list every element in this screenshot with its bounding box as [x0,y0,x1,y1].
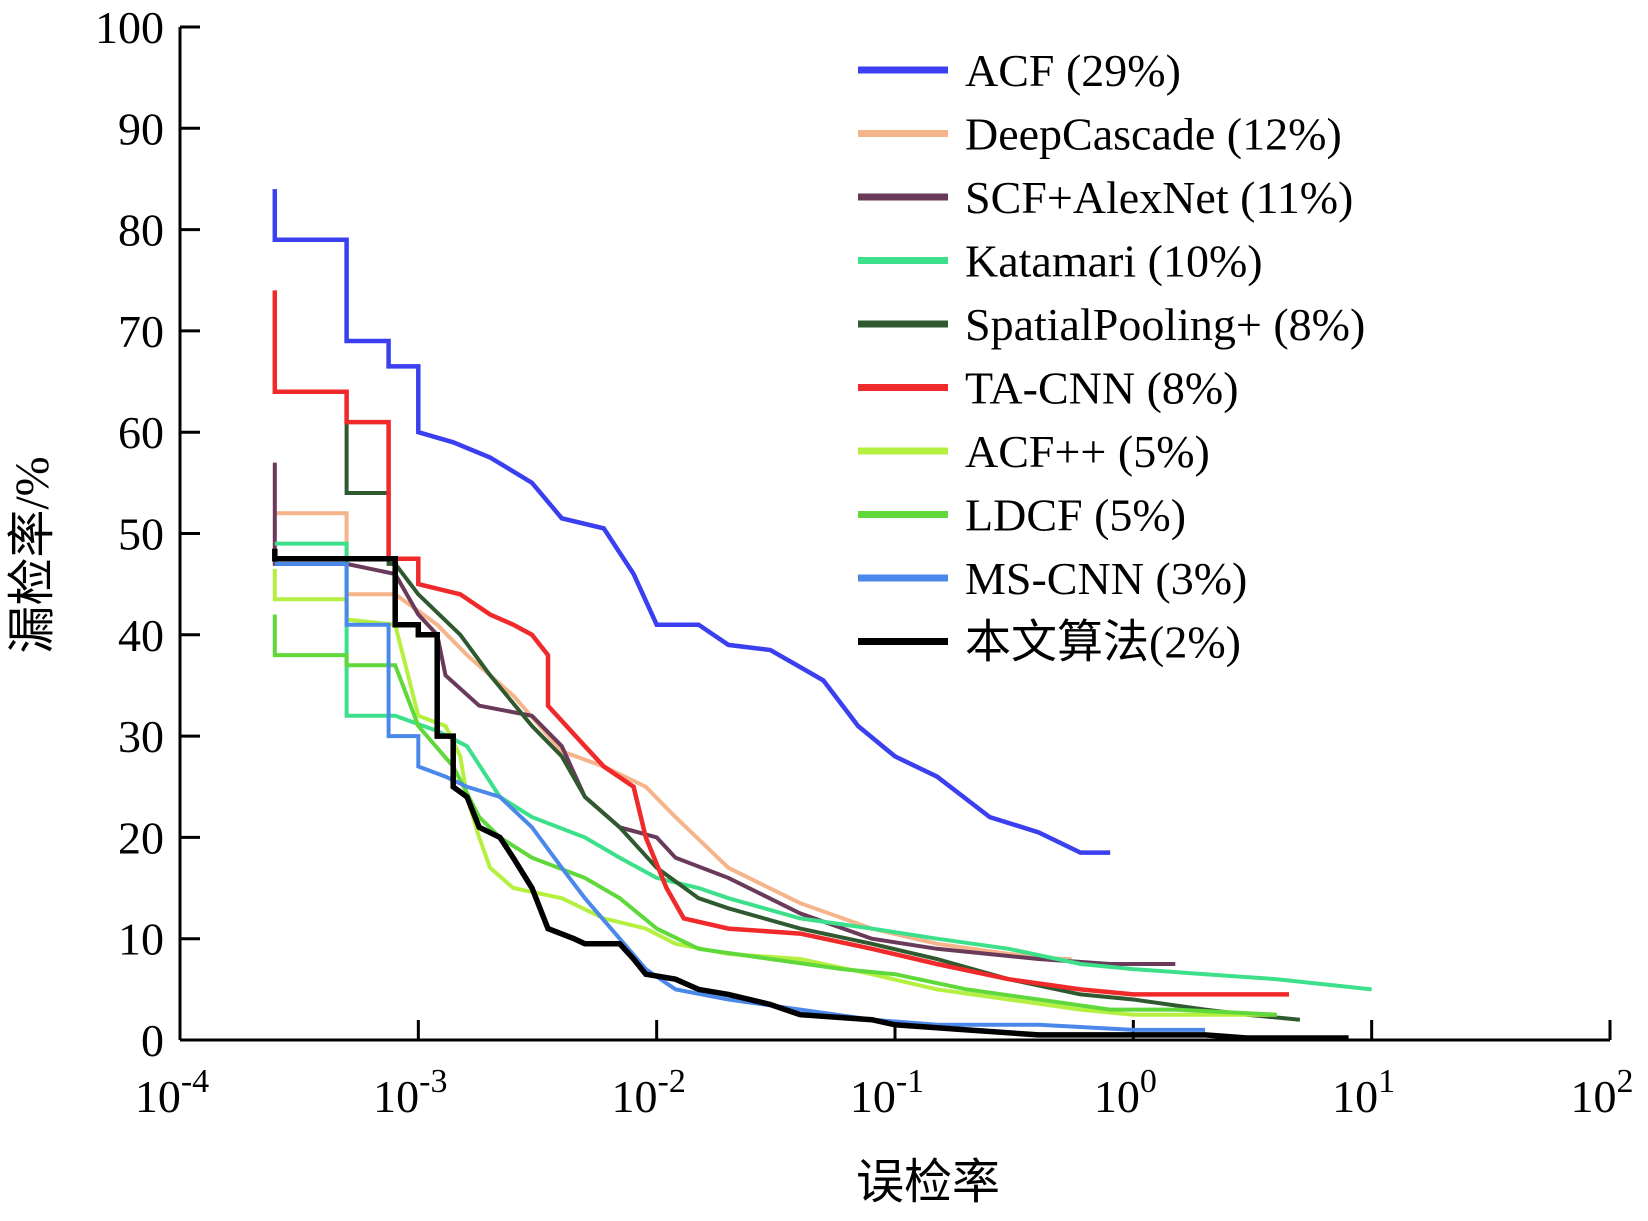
series-line-8 [272,614,1277,1017]
y-tick-label: 30 [118,711,164,762]
x-tick-label: 10-4 [135,1063,209,1122]
series-line-9 [274,561,1206,1032]
legend-label: LDCF (5%) [965,490,1186,541]
x-tick-label: 10-1 [850,1063,924,1122]
axes: 0 10 20 30 40 50 60 70 80 90 100 10-4 10-3 10-2 10-1 10… [95,2,1634,1122]
series-line-1 [272,189,1111,855]
x-tick-label: 100 [1094,1063,1157,1122]
y-tick-label: 100 [95,2,164,53]
y-tick-label: 40 [118,610,164,661]
x-tick-label: 10-3 [373,1063,447,1122]
legend-label: SCF+AlexNet (11%) [965,172,1353,223]
x-tick-label: 101 [1332,1063,1395,1122]
y-tick-label: 70 [118,306,164,357]
series-line-10 [272,548,1349,1041]
x-tick-label: 102 [1571,1063,1634,1122]
series-line-5 [274,389,1301,1022]
legend-label: MS-CNN (3%) [965,553,1247,604]
legend-label: ACF++ (5%) [965,426,1210,477]
x-axis-title: 误检率 [856,1156,1000,1209]
series-line-4 [274,541,1372,992]
legend-label: ACF (29%) [965,45,1181,96]
y-tick-label: 80 [118,205,164,256]
series-layer [272,189,1372,1041]
y-axis-title: 漏检率/% [6,456,59,653]
series-line-2 [274,511,1072,961]
legend-label: 本文算法(2%) [965,617,1241,668]
legend-label: SpatialPooling+ (8%) [965,299,1365,350]
legend-label: TA-CNN (8%) [965,363,1239,414]
y-tick-label: 10 [118,914,164,965]
legend-label: DeepCascade (12%) [965,109,1342,160]
legend: ACF (29%) DeepCascade (12%) SCF+AlexNet (1… [858,45,1365,668]
x-tick-label: 10-2 [612,1063,686,1122]
y-tick-label: 90 [118,103,164,154]
y-tick-label: 50 [118,509,164,560]
y-tick-label: 0 [141,1015,164,1066]
series-line-6 [272,290,1289,997]
legend-label: Katamari (10%) [965,236,1263,287]
y-tick-label: 20 [118,812,164,863]
y-tick-label: 60 [118,407,164,458]
